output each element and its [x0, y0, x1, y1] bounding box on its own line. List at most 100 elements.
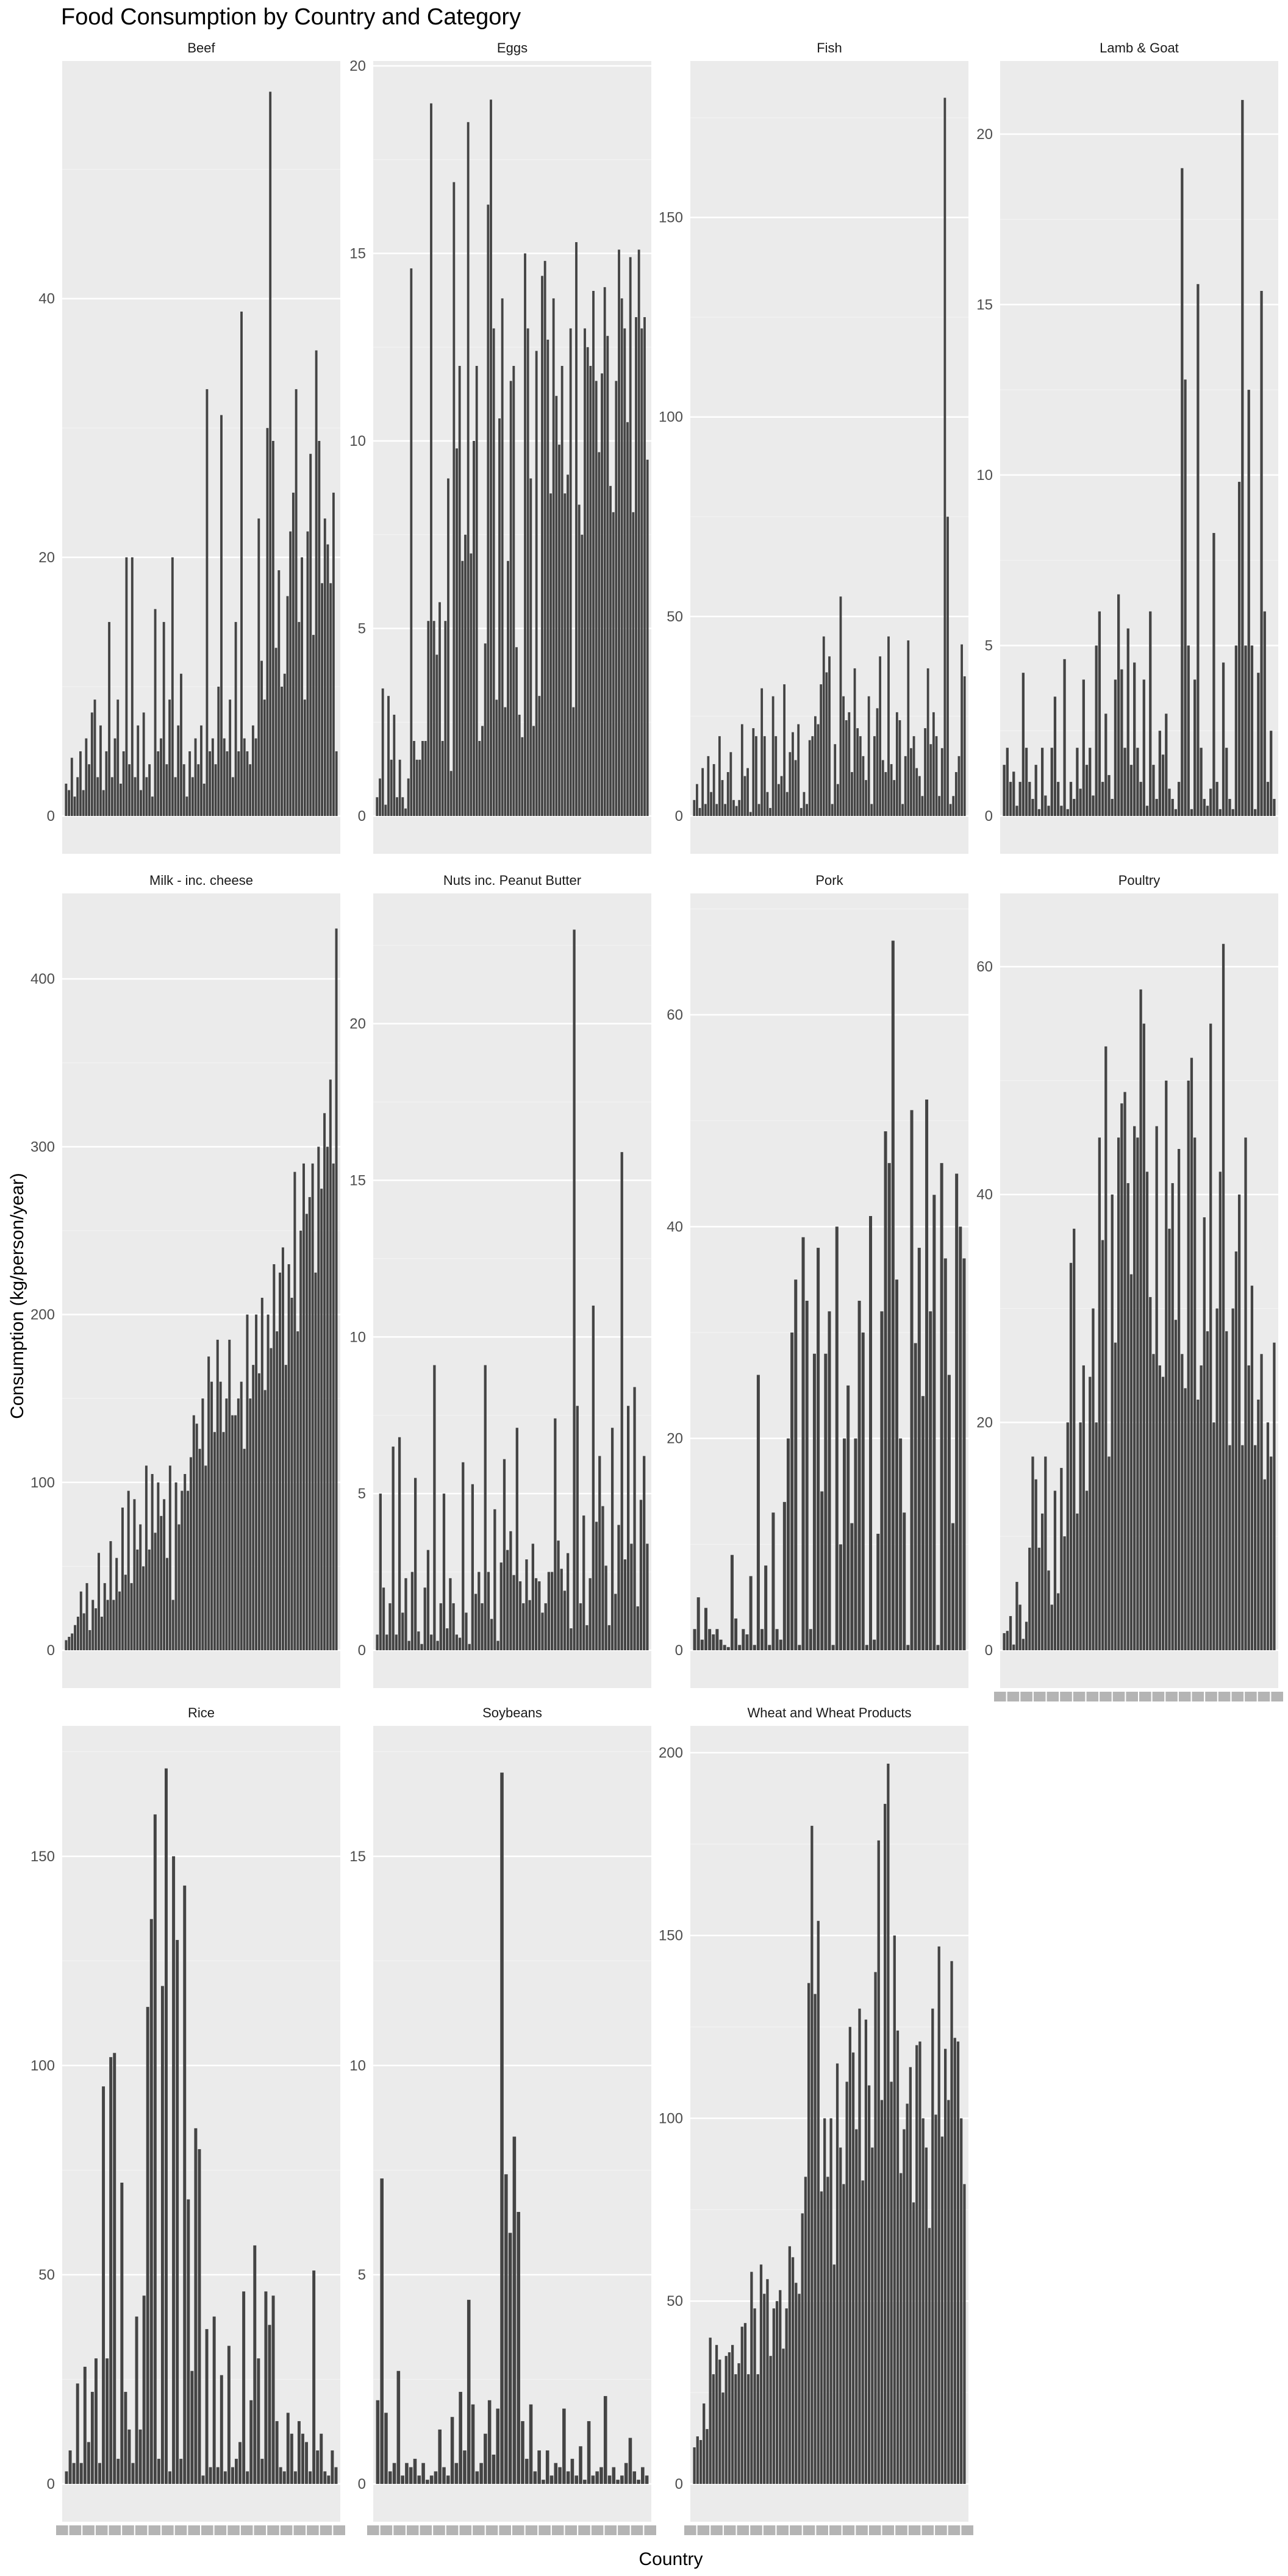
bar — [1076, 748, 1079, 816]
x-axis-title: Country — [639, 2549, 703, 2569]
bar — [828, 1311, 831, 1650]
x-tick-label-cluster — [1020, 1692, 1032, 1701]
bar — [1117, 594, 1120, 816]
bar — [728, 2352, 731, 2484]
bar — [462, 1462, 465, 1650]
bar — [693, 2447, 696, 2484]
bar — [1260, 291, 1263, 816]
bar — [861, 2180, 864, 2484]
bar — [508, 2233, 512, 2484]
x-tick-label-cluster — [485, 2525, 498, 2535]
bar — [188, 751, 191, 816]
bar — [937, 1946, 940, 2484]
bar — [752, 728, 755, 816]
bar — [898, 720, 901, 816]
y-tick-label: 50 — [667, 2293, 683, 2309]
bar — [297, 2421, 301, 2484]
bar — [421, 2463, 425, 2484]
bar — [317, 1147, 320, 1650]
bar — [90, 2392, 94, 2484]
x-tick-label-cluster — [1126, 1692, 1138, 1701]
bar — [160, 1986, 164, 2484]
bar — [918, 776, 921, 816]
bar — [947, 1375, 951, 1650]
bar — [1244, 1137, 1247, 1650]
bar — [160, 738, 162, 816]
bar — [1145, 1172, 1149, 1650]
bar — [955, 1173, 959, 1650]
bar — [464, 534, 467, 816]
bar — [413, 1478, 417, 1650]
bar — [453, 182, 456, 816]
bar — [1069, 1262, 1073, 1650]
bar — [105, 751, 108, 816]
y-tick-label: 20 — [349, 1016, 366, 1032]
x-tick-label-cluster — [842, 2525, 855, 2535]
y-tick-label: 60 — [976, 959, 993, 975]
bar — [98, 2463, 101, 2484]
bar — [194, 2128, 198, 2484]
bar — [306, 531, 309, 816]
bar — [189, 1457, 192, 1650]
bar — [249, 1398, 252, 1650]
bar — [779, 2290, 782, 2484]
bar — [192, 1415, 195, 1650]
bar — [323, 518, 326, 816]
y-tick-label: 400 — [30, 971, 55, 987]
bar — [541, 1612, 544, 1650]
bar — [436, 1640, 439, 1650]
bar — [424, 741, 427, 816]
bar — [747, 2374, 750, 2484]
bar — [801, 2213, 804, 2484]
bar — [814, 716, 817, 816]
bar — [500, 1772, 504, 2484]
bar — [820, 684, 823, 816]
bar — [624, 2463, 628, 2484]
bar — [302, 1163, 305, 1650]
bar — [570, 2458, 574, 2484]
bar — [295, 389, 298, 816]
bar — [490, 99, 492, 817]
bar — [538, 696, 541, 816]
bar — [612, 2467, 616, 2484]
bar — [743, 776, 746, 816]
bar — [940, 1163, 943, 1650]
bar — [963, 2184, 966, 2484]
bar — [120, 2183, 124, 2484]
panel-background — [1000, 61, 1278, 854]
bar — [1263, 1479, 1266, 1650]
bar — [1270, 731, 1273, 816]
bar — [579, 1603, 582, 1650]
bar — [1250, 1286, 1254, 1650]
bar — [1101, 1240, 1104, 1650]
bar — [627, 1406, 630, 1650]
y-tick-label: 5 — [985, 637, 993, 654]
bar — [1034, 765, 1037, 816]
bar — [698, 807, 701, 816]
bar — [515, 647, 518, 816]
bar — [715, 2345, 718, 2484]
y-tick-label: 0 — [985, 1642, 993, 1659]
bar — [446, 1628, 449, 1650]
bar — [1228, 799, 1231, 816]
bar — [376, 2400, 380, 2484]
x-tick-label-cluster — [1178, 1692, 1191, 1701]
bar-series — [65, 1768, 338, 2484]
bar — [952, 796, 955, 816]
bar — [1006, 748, 1009, 816]
bar — [1139, 782, 1142, 816]
bar — [579, 2446, 582, 2484]
facet-pork: Pork 0 20 40 60 — [667, 873, 968, 1688]
bar — [1174, 1320, 1178, 1650]
bar — [639, 1500, 643, 1650]
bar — [1050, 748, 1053, 816]
bar — [1155, 1126, 1158, 1650]
bar — [1273, 799, 1276, 816]
bar — [708, 1629, 712, 1650]
x-tick-label-cluster — [95, 2525, 108, 2535]
bar — [603, 2395, 607, 2484]
bar — [800, 807, 803, 816]
bar — [481, 726, 484, 816]
bar — [912, 736, 915, 816]
